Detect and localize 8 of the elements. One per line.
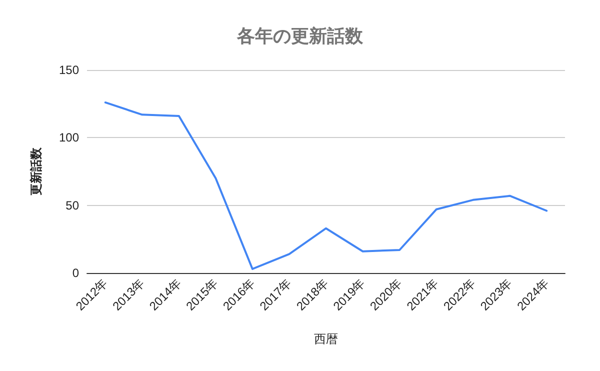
x-axis-title: 西暦 xyxy=(314,332,338,346)
y-axis-title: 更新話数 xyxy=(29,146,43,196)
y-tick-label: 0 xyxy=(72,266,80,280)
y-tick-label: 150 xyxy=(58,63,80,77)
line-series xyxy=(104,101,548,270)
chart-title: 各年の更新話数 xyxy=(236,26,364,46)
y-tick-label: 50 xyxy=(66,198,80,212)
y-tick-label: 100 xyxy=(58,130,80,145)
